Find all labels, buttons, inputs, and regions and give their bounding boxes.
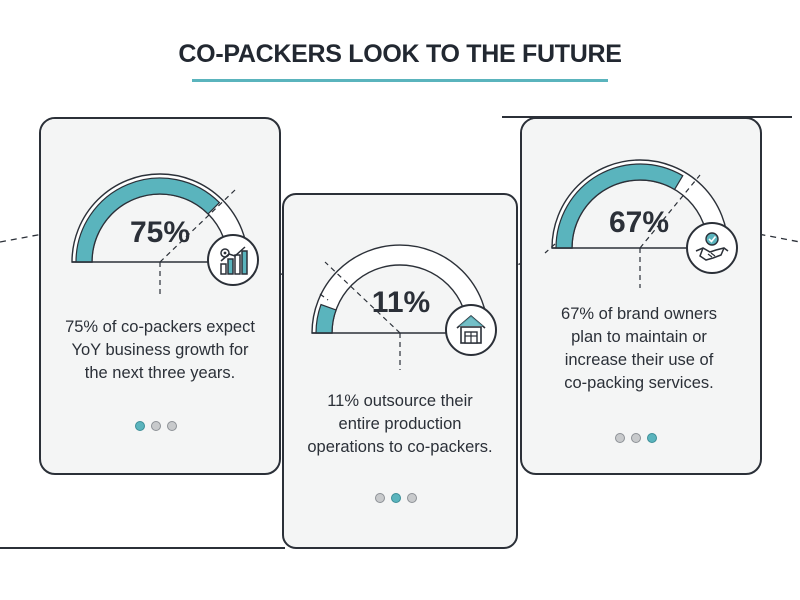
description-line: plan to maintain or bbox=[571, 328, 707, 346]
stat-description-2: 11% outsource their entire production op… bbox=[282, 390, 518, 459]
growth-chart-gear-icon bbox=[207, 234, 259, 286]
stat-description-3: 67% of brand owners plan to maintain or … bbox=[520, 303, 758, 395]
gauge-dashed-line bbox=[544, 243, 556, 254]
page-title: CO-PACKERS LOOK TO THE FUTURE bbox=[178, 40, 622, 68]
dot-2[interactable] bbox=[151, 421, 161, 431]
carousel-dots-2 bbox=[375, 493, 417, 503]
dot-3[interactable] bbox=[407, 493, 417, 503]
gauge-fill bbox=[75, 177, 221, 263]
handshake-check-icon bbox=[686, 222, 738, 274]
gauge-dashed-line bbox=[319, 293, 329, 301]
dot-2[interactable] bbox=[391, 493, 401, 503]
warehouse-icon bbox=[445, 304, 497, 356]
description-line: operations to co-packers. bbox=[307, 438, 493, 456]
dot-3[interactable] bbox=[167, 421, 177, 431]
description-line: co-packing services. bbox=[564, 374, 714, 392]
percent-value-2: 11% bbox=[371, 286, 431, 319]
title-underline bbox=[192, 79, 608, 82]
dot-1[interactable] bbox=[375, 493, 385, 503]
dot-1[interactable] bbox=[135, 421, 145, 431]
dot-1[interactable] bbox=[615, 433, 625, 443]
gauge-fill bbox=[555, 163, 684, 249]
percent-value-1: 75% bbox=[129, 216, 191, 249]
gauge-fill bbox=[315, 303, 337, 334]
description-line: YoY business growth for bbox=[71, 341, 249, 359]
gauge-dashed-line bbox=[639, 174, 701, 249]
description-line: 75% of co-packers expect bbox=[65, 318, 255, 336]
carousel-dots-1 bbox=[135, 421, 177, 431]
stat-description-1: 75% of co-packers expect YoY business gr… bbox=[41, 316, 279, 385]
description-line: 11% outsource their bbox=[327, 392, 473, 410]
description-line: 67% of brand owners bbox=[561, 305, 717, 323]
description-line: entire production bbox=[338, 415, 462, 433]
dot-2[interactable] bbox=[631, 433, 641, 443]
carousel-dots-3 bbox=[615, 433, 657, 443]
percent-value-3: 67% bbox=[608, 206, 670, 239]
dot-3[interactable] bbox=[647, 433, 657, 443]
description-line: the next three years. bbox=[84, 364, 236, 382]
description-line: increase their use of bbox=[564, 351, 714, 369]
